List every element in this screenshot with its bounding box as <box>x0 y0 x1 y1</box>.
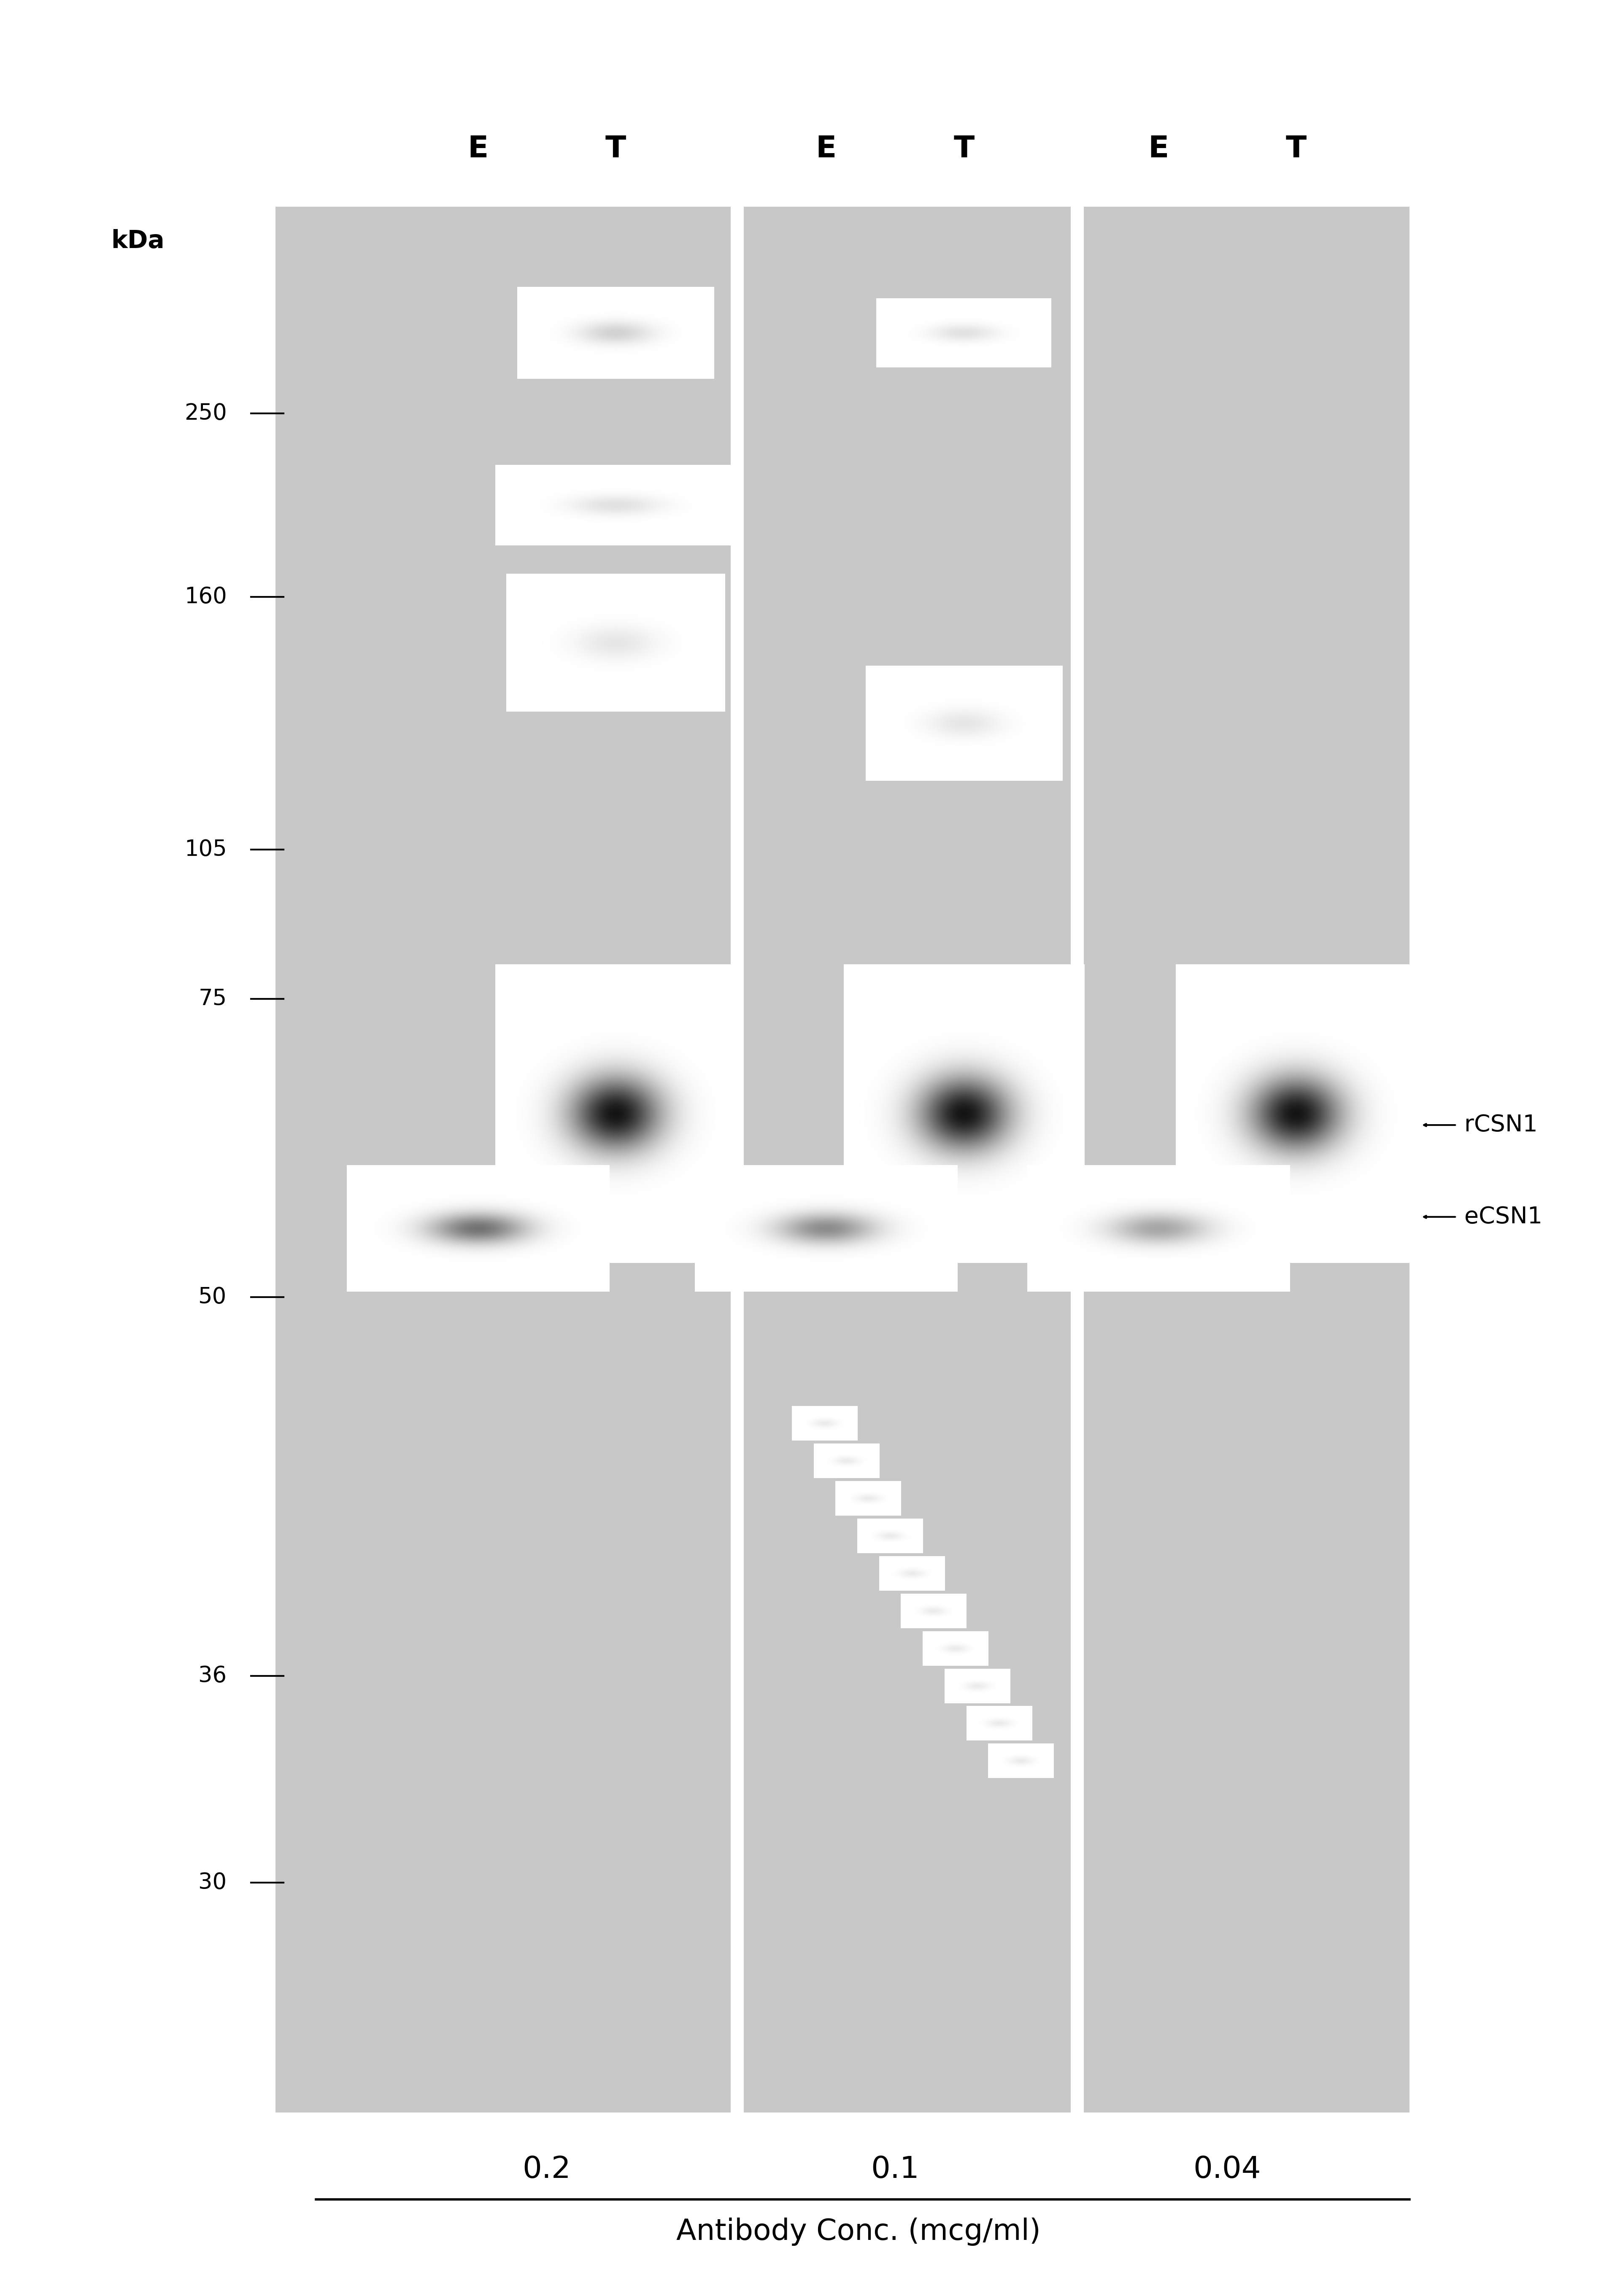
Text: 75: 75 <box>198 987 227 1010</box>
Text: T: T <box>1286 135 1306 163</box>
Text: E: E <box>1149 135 1168 163</box>
Text: rCSN1: rCSN1 <box>1464 1114 1537 1137</box>
FancyBboxPatch shape <box>275 207 1409 2112</box>
Text: 250: 250 <box>185 402 227 425</box>
Text: 0.04: 0.04 <box>1194 2156 1260 2183</box>
Text: kDa: kDa <box>110 230 165 253</box>
Text: 0.2: 0.2 <box>523 2156 570 2183</box>
Text: E: E <box>816 135 836 163</box>
FancyBboxPatch shape <box>1071 207 1084 2112</box>
Text: T: T <box>606 135 625 163</box>
Text: E: E <box>468 135 488 163</box>
Text: 0.1: 0.1 <box>872 2156 919 2183</box>
Text: 36: 36 <box>199 1665 227 1688</box>
Text: Antibody Conc. (mcg/ml): Antibody Conc. (mcg/ml) <box>677 2218 1040 2245</box>
Text: 105: 105 <box>185 838 227 861</box>
Text: 50: 50 <box>198 1286 227 1309</box>
Text: eCSN1: eCSN1 <box>1464 1205 1542 1228</box>
FancyBboxPatch shape <box>731 207 744 2112</box>
Text: 160: 160 <box>185 585 227 608</box>
Text: 30: 30 <box>199 1871 227 1894</box>
Text: T: T <box>954 135 974 163</box>
